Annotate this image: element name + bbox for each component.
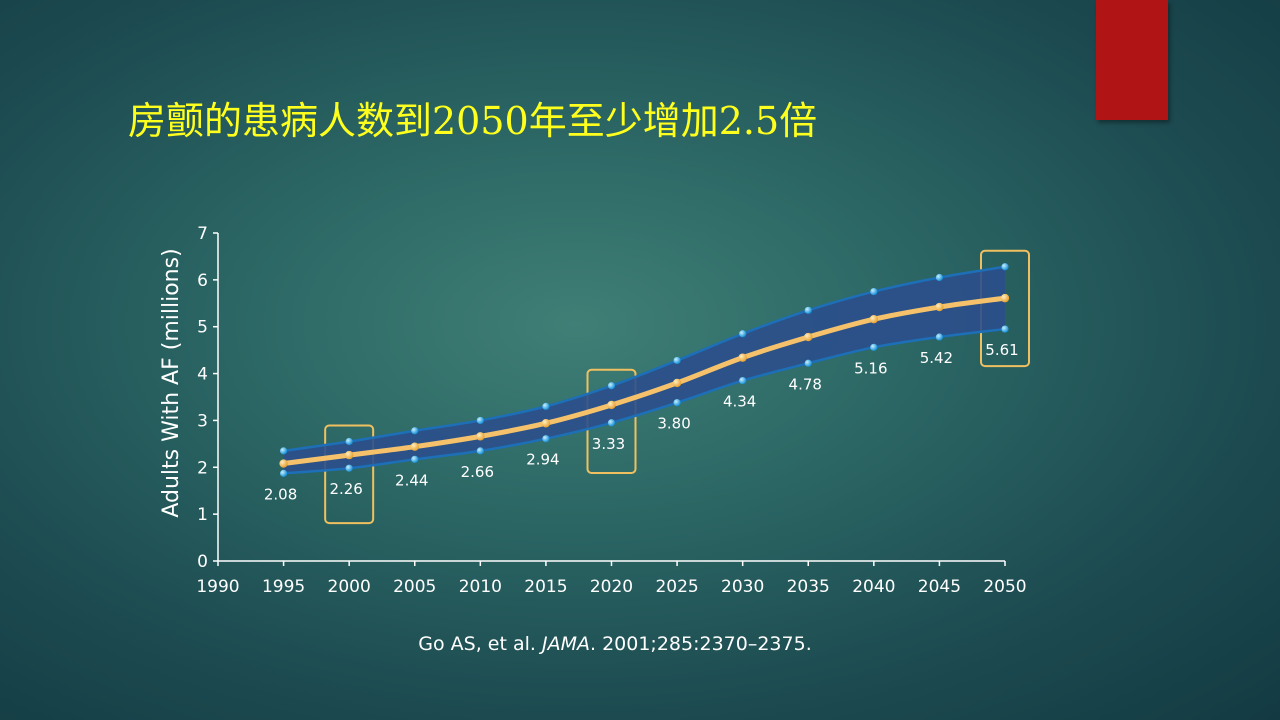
data-label-2040: 5.16 — [854, 359, 887, 377]
median-point-2005 — [410, 442, 419, 451]
lower-point-2000 — [345, 464, 353, 472]
data-label-2015: 2.94 — [526, 451, 559, 469]
upper-point-2010 — [476, 416, 484, 425]
median-point-2000 — [344, 450, 354, 460]
y-axis-title: Adults With AF (millions) — [159, 248, 184, 517]
x-tick-label-1995: 1995 — [262, 577, 305, 597]
x-tick-label-1990: 1990 — [196, 577, 239, 597]
upper-point-2050 — [1001, 263, 1009, 271]
lower-point-2025 — [673, 399, 681, 407]
lower-point-2035 — [804, 359, 812, 367]
red-accent-bar — [1096, 0, 1168, 120]
upper-point-2030 — [739, 330, 747, 338]
upper-point-2025 — [673, 356, 681, 365]
lower-point-2015 — [542, 435, 550, 443]
median-point-1995 — [279, 459, 288, 468]
lower-point-2040 — [870, 343, 878, 351]
median-point-2010 — [476, 432, 485, 441]
upper-point-2045 — [935, 273, 944, 282]
slide-title: 房颤的患病人数到2050年至少增加2.5倍 — [128, 99, 818, 143]
data-label-2020: 3.33 — [592, 435, 625, 453]
x-tick-label-2010: 2010 — [459, 577, 502, 597]
median-point-2050 — [1000, 293, 1010, 303]
lower-point-2010 — [476, 447, 484, 455]
x-tick-label-2045: 2045 — [918, 577, 961, 597]
median-point-2045 — [935, 302, 944, 312]
x-tick-label-2015: 2015 — [524, 577, 567, 597]
citation: Go AS, et al. JAMA. 2001;285:2370–2375. — [0, 633, 1230, 655]
citation-journal: JAMA — [541, 633, 590, 655]
data-label-1995: 2.08 — [264, 485, 297, 503]
data-label-2005: 2.44 — [395, 471, 428, 489]
lower-point-2005 — [411, 455, 419, 463]
x-tick-label-2040: 2040 — [852, 577, 895, 597]
x-tick-label-2000: 2000 — [328, 577, 371, 597]
x-tick-label-2035: 2035 — [787, 577, 830, 597]
citation-details: . 2001;285:2370–2375. — [589, 633, 812, 655]
lower-point-2050 — [1001, 325, 1009, 333]
data-label-2035: 4.78 — [789, 375, 822, 393]
y-tick-label-5: 5 — [197, 318, 208, 338]
lower-point-2030 — [739, 377, 747, 385]
upper-point-2040 — [870, 287, 878, 296]
x-tick-label-2020: 2020 — [590, 577, 633, 597]
data-label-2050: 5.61 — [985, 341, 1018, 359]
median-point-2040 — [869, 315, 879, 324]
lower-point-2020 — [607, 419, 616, 427]
median-point-2025 — [672, 378, 682, 388]
lower-point-2045 — [935, 333, 944, 341]
median-point-2035 — [804, 332, 813, 342]
y-tick-label-6: 6 — [197, 271, 208, 291]
y-tick-label-0: 0 — [197, 552, 208, 572]
upper-point-2020 — [607, 382, 616, 390]
data-label-2010: 2.66 — [461, 463, 494, 481]
y-tick-label-4: 4 — [197, 365, 208, 385]
upper-point-1995 — [279, 447, 288, 455]
x-tick-label-2050: 2050 — [983, 577, 1026, 597]
upper-point-2015 — [542, 402, 550, 410]
median-point-2020 — [607, 400, 616, 410]
upper-bound-line — [283, 265, 1006, 453]
data-label-2025: 3.80 — [657, 415, 690, 433]
confidence-band — [283, 266, 1005, 474]
x-tick-label-2025: 2025 — [655, 577, 698, 597]
highlight-box-2000 — [324, 424, 375, 525]
y-tick-label-2: 2 — [197, 458, 208, 478]
upper-point-2035 — [804, 306, 812, 314]
median-point-2015 — [541, 419, 551, 428]
upper-point-2005 — [411, 427, 419, 435]
x-tick-label-2030: 2030 — [721, 577, 764, 597]
x-tick-label-2005: 2005 — [393, 577, 436, 597]
data-label-2030: 4.34 — [723, 393, 756, 411]
upper-point-2000 — [345, 437, 353, 446]
af-prevalence-chart: 2.08 2.26 2.44 2.66 2.94 3.33 3.80 4.34 4.78 5.16… — [159, 224, 1030, 597]
lower-point-1995 — [279, 469, 288, 477]
y-tick-label-3: 3 — [197, 411, 208, 431]
median-line — [281, 295, 1008, 467]
data-label-2000: 2.26 — [329, 480, 362, 498]
y-tick-label-1: 1 — [197, 505, 208, 525]
data-label-2045: 5.42 — [920, 349, 953, 367]
lower-bound-line — [283, 327, 1006, 475]
y-tick-label-7: 7 — [197, 224, 208, 244]
median-point-2030 — [738, 353, 747, 362]
citation-authors: Go AS, et al. — [418, 633, 536, 655]
